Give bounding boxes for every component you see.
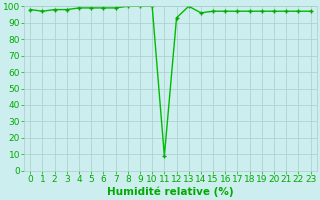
X-axis label: Humidité relative (%): Humidité relative (%) xyxy=(107,187,234,197)
